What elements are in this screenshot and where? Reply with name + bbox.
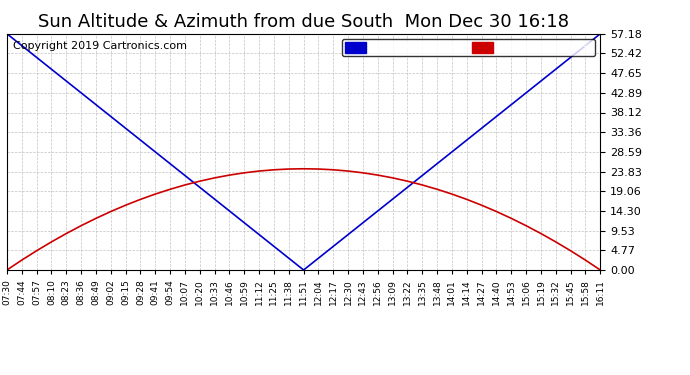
Title: Sun Altitude & Azimuth from due South  Mon Dec 30 16:18: Sun Altitude & Azimuth from due South Mo… xyxy=(38,13,569,31)
Legend: Azimuth (Angle °), Altitude (Angle °): Azimuth (Angle °), Altitude (Angle °) xyxy=(342,39,595,56)
Text: Copyright 2019 Cartronics.com: Copyright 2019 Cartronics.com xyxy=(13,41,187,51)
